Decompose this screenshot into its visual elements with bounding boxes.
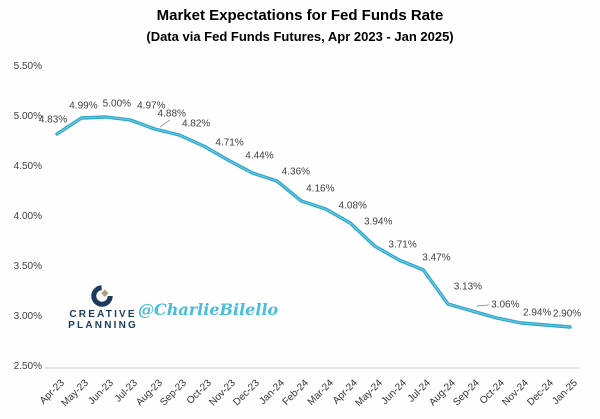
y-axis-label: 5.00% bbox=[13, 111, 42, 122]
data-label: 4.97% bbox=[137, 100, 166, 112]
chart-subtitle: (Data via Fed Funds Futures, Apr 2023 - … bbox=[146, 29, 454, 44]
data-label: 5.00% bbox=[102, 98, 132, 110]
data-label: 2.94% bbox=[522, 307, 552, 319]
y-axis-label: 2.50% bbox=[13, 361, 42, 372]
y-axis-label: 5.50% bbox=[13, 61, 42, 72]
charliebilello-watermark: @CharlieBilello bbox=[138, 300, 279, 319]
data-label: 3.94% bbox=[363, 216, 393, 228]
data-label: 2.90% bbox=[552, 308, 582, 320]
y-axis-label: 4.00% bbox=[13, 211, 42, 222]
data-label: 3.13% bbox=[453, 281, 483, 293]
y-axis-label: 3.50% bbox=[13, 261, 42, 272]
data-label: 4.88% bbox=[157, 108, 186, 120]
data-label: 4.99% bbox=[69, 100, 98, 112]
data-label: 3.71% bbox=[388, 239, 417, 251]
chart-title: Market Expectations for Fed Funds Rate bbox=[156, 7, 444, 24]
data-label: 4.82% bbox=[181, 118, 211, 130]
data-label: 3.47% bbox=[422, 252, 451, 264]
data-label: 4.08% bbox=[338, 200, 367, 212]
y-axis-label: 3.00% bbox=[13, 311, 42, 322]
logo-text-creative: CREATIVE bbox=[69, 309, 137, 320]
data-label: 4.36% bbox=[281, 166, 311, 178]
logo-text-planning: PLANNING bbox=[68, 320, 138, 331]
data-label: 4.71% bbox=[215, 137, 244, 149]
data-label: 4.44% bbox=[245, 150, 274, 162]
y-axis-label: 4.50% bbox=[13, 161, 42, 172]
data-label: 4.16% bbox=[306, 183, 335, 195]
creative-planning-c-icon bbox=[91, 285, 113, 307]
data-label: 4.83% bbox=[38, 114, 68, 126]
data-label: 3.06% bbox=[491, 299, 520, 311]
creative-planning-logo: CREATIVE PLANNING bbox=[60, 283, 144, 331]
